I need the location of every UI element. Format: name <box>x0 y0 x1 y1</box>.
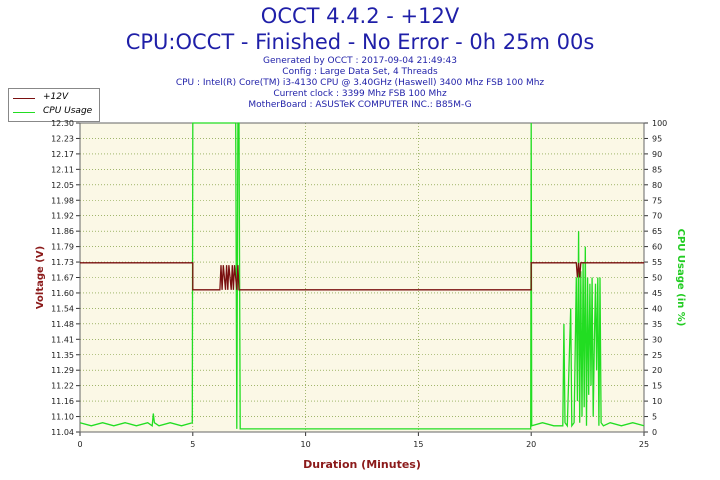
x-axis-label: Duration (Minutes) <box>303 458 421 471</box>
chart-title: OCCT 4.4.2 - +12V <box>260 4 460 28</box>
y-left-tick-label: 11.35 <box>51 351 74 360</box>
y-right-tick-label: 80 <box>652 181 662 190</box>
y-left-tick-label: 11.48 <box>51 320 74 329</box>
y-right-tick-label: 70 <box>652 212 662 221</box>
legend-label-voltage: +12V <box>43 92 69 102</box>
y-left-tick-label: 12.17 <box>51 150 74 159</box>
y-right-tick-label: 90 <box>652 150 662 159</box>
legend-swatch-cpu <box>13 112 35 113</box>
x-tick-label: 5 <box>190 440 195 449</box>
legend-swatch-voltage <box>13 98 35 99</box>
info-generated: Generated by OCCT : 2017-09-04 21:49:43 <box>263 56 457 66</box>
y-right-tick-label: 5 <box>652 413 657 422</box>
y-left-tick-label: 11.16 <box>51 397 74 406</box>
info-config: Config : Large Data Set, 4 Threads <box>282 67 438 77</box>
y-left-tick-label: 12.05 <box>51 181 74 190</box>
y-left-tick-label: 12.23 <box>51 134 74 143</box>
y-left-tick-label: 12.11 <box>51 165 74 174</box>
y-left-tick-label: 11.22 <box>51 382 74 391</box>
y-right-tick-label: 35 <box>652 320 662 329</box>
y-left-tick-label: 12.30 <box>51 119 74 128</box>
y-right-tick-label: 10 <box>652 397 662 406</box>
y-left-tick-label: 11.29 <box>51 366 74 375</box>
x-tick-label: 25 <box>639 440 649 449</box>
legend: +12V CPU Usage <box>8 88 100 122</box>
y-left-tick-label: 11.73 <box>51 258 74 267</box>
y-right-tick-label: 55 <box>652 258 662 267</box>
x-tick-label: 15 <box>413 440 423 449</box>
y-right-tick-label: 40 <box>652 304 662 313</box>
series-line-cpu-usage <box>79 122 645 430</box>
y-left-tick-label: 11.41 <box>51 335 74 344</box>
y-left-tick-label: 11.60 <box>51 289 74 298</box>
x-tick-label: 20 <box>526 440 536 449</box>
y-left-tick-label: 11.98 <box>51 196 74 205</box>
y-right-tick-label: 45 <box>652 289 662 298</box>
y-right-tick-label: 50 <box>652 274 662 283</box>
y-right-tick-label: 15 <box>652 382 662 391</box>
y-right-tick-label: 95 <box>652 134 662 143</box>
plot-border <box>79 122 645 433</box>
y-left-tick-label: 11.67 <box>51 274 74 283</box>
y-right-tick-label: 20 <box>652 366 662 375</box>
x-tick-label: 10 <box>301 440 311 449</box>
y-left-axis-label: Voltage (V) <box>35 246 46 309</box>
info-cpu: CPU : Intel(R) Core(TM) i3-4130 CPU @ 3.… <box>175 78 545 88</box>
y-right-axis-label: CPU Usage (in %) <box>675 229 686 327</box>
y-left-tick-label: 11.92 <box>51 212 74 221</box>
y-right-tick-label: 0 <box>652 428 657 437</box>
x-tick-label: 0 <box>77 440 82 449</box>
legend-item-cpu: CPU Usage <box>13 106 99 118</box>
y-right-tick-label: 75 <box>652 196 662 205</box>
legend-label-cpu: CPU Usage <box>43 106 93 116</box>
y-right-tick-label: 85 <box>652 165 662 174</box>
y-left-tick-label: 11.86 <box>51 227 74 236</box>
y-left-tick-label: 11.10 <box>51 413 74 422</box>
info-clock: Current clock : 3399 Mhz FSB 100 Mhz <box>273 89 447 99</box>
y-right-tick-label: 60 <box>652 243 662 252</box>
y-left-tick-label: 11.54 <box>51 304 74 313</box>
legend-item-voltage: +12V <box>13 92 99 104</box>
chart-subtitle: CPU:OCCT - Finished - No Error - 0h 25m … <box>125 30 595 54</box>
y-left-tick-label: 11.79 <box>51 243 74 252</box>
series-line-voltage <box>80 262 644 291</box>
y-right-tick-label: 25 <box>652 351 662 360</box>
y-right-tick-label: 65 <box>652 227 662 236</box>
y-right-tick-label: 30 <box>652 335 662 344</box>
y-left-tick-label: 11.04 <box>51 428 74 437</box>
info-motherboard: MotherBoard : ASUSTeK COMPUTER INC.: B85… <box>248 100 472 110</box>
y-right-tick-label: 100 <box>652 119 667 128</box>
